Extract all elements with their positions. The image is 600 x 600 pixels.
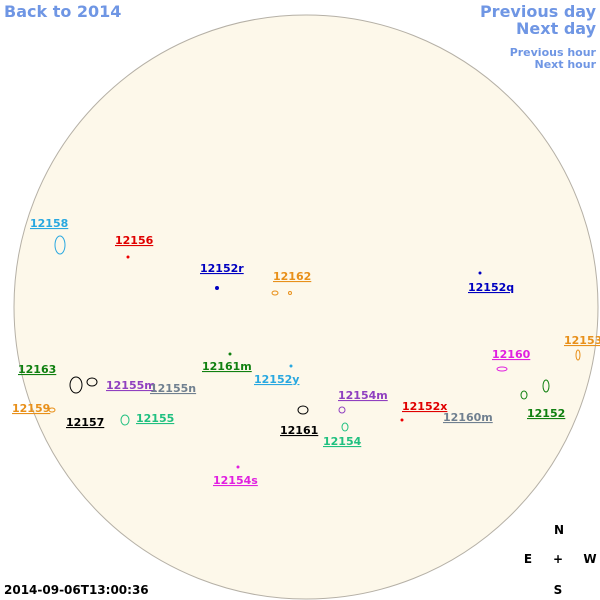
region-label[interactable]: 12153 — [564, 334, 600, 347]
compass-center: + — [553, 552, 563, 566]
timestamp: 2014-09-06T13:00:36 — [4, 583, 149, 597]
region-label[interactable]: 12163 — [18, 363, 56, 376]
region-label[interactable]: 12161m — [202, 360, 252, 373]
next-hour-link[interactable]: Next hour — [535, 58, 597, 71]
compass-north: N — [554, 523, 564, 537]
region-label[interactable]: 12156 — [115, 234, 154, 247]
region-label[interactable]: 12152r — [200, 262, 244, 275]
compass-west: W — [583, 552, 596, 566]
region-labels: 12158 12156 12152r 12162 12152q 12153 12… — [12, 217, 600, 487]
region-label[interactable]: 12152y — [254, 373, 299, 386]
compass-south: S — [554, 583, 563, 597]
region-label[interactable]: 12162 — [273, 270, 311, 283]
region-label[interactable]: 12160m — [443, 411, 493, 424]
region-label[interactable]: 12154s — [213, 474, 258, 487]
previous-hour-link[interactable]: Previous hour — [510, 46, 597, 59]
region-label[interactable]: 12161 — [280, 424, 318, 437]
region-label[interactable]: 12154 — [323, 435, 362, 448]
region-label[interactable]: 12152 — [527, 407, 565, 420]
region-label[interactable]: 12158 — [30, 217, 68, 230]
region-label[interactable]: 12157 — [66, 416, 104, 429]
region-label[interactable]: 12152q — [468, 281, 514, 294]
region-label[interactable]: 12160 — [492, 348, 531, 361]
region-label[interactable]: 12152x — [402, 400, 447, 413]
solar-disk — [13, 14, 599, 600]
region-label[interactable]: 12155m — [106, 379, 156, 392]
spots — [48, 235, 581, 469]
region-label[interactable]: 12155 — [136, 412, 174, 425]
region-label[interactable]: 12159 — [12, 402, 50, 415]
region-label[interactable]: 12155n — [150, 382, 196, 395]
previous-day-link[interactable]: Previous day — [480, 2, 597, 21]
region-label[interactable]: 12154m — [338, 389, 388, 402]
compass-east: E — [524, 552, 532, 566]
next-day-link[interactable]: Next day — [516, 19, 597, 38]
back-link[interactable]: Back to 2014 — [4, 2, 121, 21]
